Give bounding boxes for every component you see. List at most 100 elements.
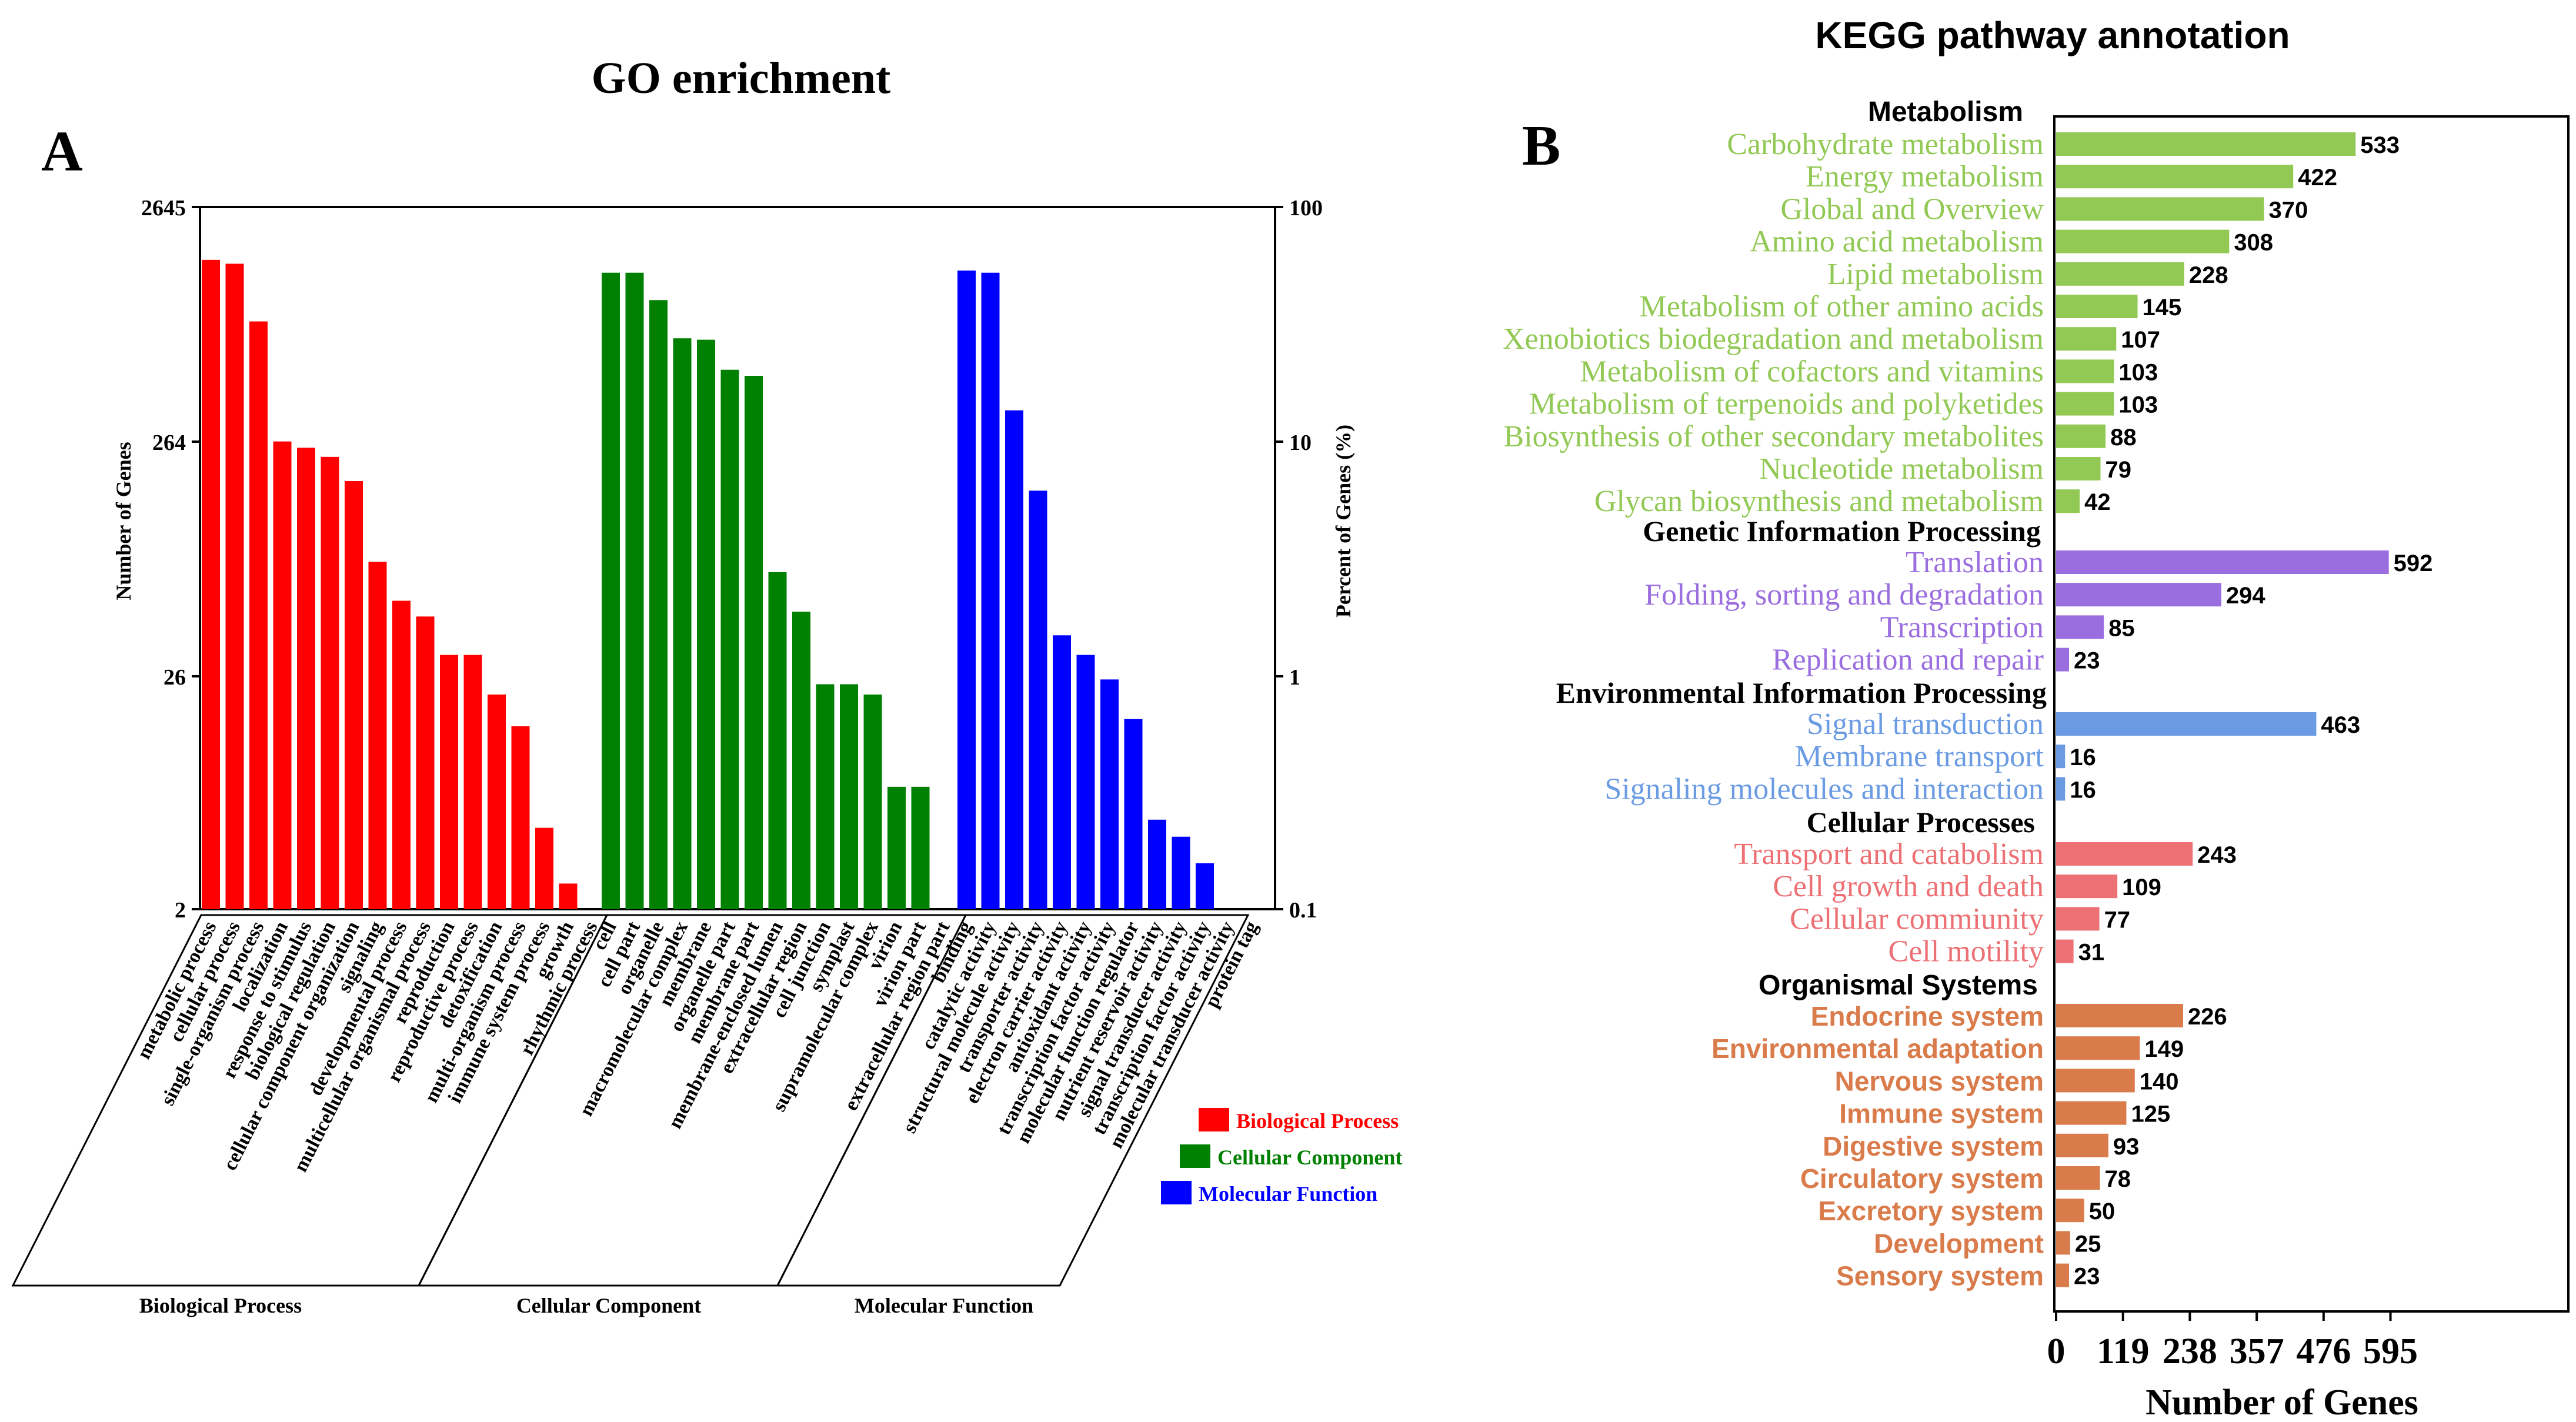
kegg-category-label: Translation (1906, 546, 2044, 579)
kegg-bars: Metabolism 533 Carbohydrate metabolism 422 E… (1503, 96, 2432, 1291)
kegg-category-label: Excretory system (1818, 1196, 2044, 1226)
kegg-x-tick-label: 595 (2363, 1331, 2418, 1371)
kegg-bar-excretory-system (2056, 1199, 2084, 1223)
go-bar-cellular-component-organization (345, 481, 363, 909)
kegg-value-label: 93 (2113, 1134, 2140, 1160)
kegg-value-label: 85 (2108, 615, 2135, 641)
kegg-bar-translation (2056, 550, 2389, 574)
kegg-category-label: Nucleotide metabolism (1759, 452, 2044, 486)
go-bar-reproduction (440, 655, 458, 909)
kegg-group-header-cellular-processes: Cellular Processes (1807, 806, 2035, 839)
legend-swatch-cellular-component (1180, 1144, 1210, 1168)
kegg-value-label: 140 (2140, 1069, 2179, 1094)
kegg-value-label: 226 (2188, 1004, 2227, 1030)
kegg-value-label: 109 (2122, 874, 2161, 900)
kegg-value-label: 308 (2234, 230, 2273, 256)
kegg-category-label: Digestive system (1823, 1131, 2044, 1161)
go-bar-supramolecular-complex (863, 694, 882, 909)
go-bar-molecular-function-regulator (1124, 719, 1143, 909)
kegg-value-label: 103 (2118, 392, 2158, 418)
kegg-x-tick-label: 119 (2097, 1331, 2150, 1371)
kegg-value-label: 25 (2075, 1231, 2101, 1257)
kegg-bar-metabolism-of-cofactors-and-vitamins (2056, 359, 2114, 383)
kegg-bar-sensory-system (2056, 1263, 2069, 1287)
kegg-value-label: 149 (2144, 1036, 2184, 1062)
panel-a-letter: A (41, 120, 83, 183)
kegg-category-label: Amino acid metabolism (1750, 225, 2044, 259)
kegg-bar-biosynthesis-of-other-secondary-metabolites (2056, 424, 2106, 448)
go-bar-cellular-process (225, 263, 244, 910)
go-enrichment-panel: A GO enrichment Number of Genes Percent … (11, 54, 1402, 1317)
go-bar-multi-organism-process (511, 726, 530, 909)
kegg-category-label: Metabolism of cofactors and vitamins (1580, 355, 2044, 388)
kegg-x-tick-label: 476 (2296, 1331, 2351, 1371)
kegg-bar-development (2056, 1231, 2070, 1255)
kegg-category-label: Membrane transport (1795, 740, 2044, 773)
kegg-category-label: Folding, sorting and degradation (1644, 578, 2044, 612)
kegg-bar-nervous-system (2056, 1069, 2135, 1093)
go-bar-cell (602, 272, 620, 910)
kegg-group-header-organismal-systems: Organismal Systems (1759, 970, 2038, 1001)
kegg-value-label: 23 (2074, 1264, 2100, 1290)
go-right-axis: 100 10 1 0.1 (1275, 196, 1323, 923)
kegg-bar-xenobiotics-biodegradation-and-metabolism (2056, 327, 2117, 351)
go-category-boxes (11, 914, 1250, 1287)
go-bar-organelle (649, 300, 668, 910)
kegg-bar-metabolism-of-other-amino-acids (2056, 295, 2138, 318)
kegg-value-label: 31 (2078, 940, 2105, 966)
kegg-value-label: 228 (2189, 262, 2228, 288)
kegg-bar-environmental-adaptation (2056, 1036, 2140, 1060)
kegg-category-label: Circulatory system (1800, 1163, 2044, 1194)
kegg-x-axis: 0 119 238 357 476 595 (2047, 1311, 2418, 1371)
kegg-category-label: Signal transduction (1807, 707, 2044, 741)
go-right-tick-label: 100 (1289, 196, 1323, 221)
kegg-bar-global-and-overview (2056, 197, 2264, 221)
go-bar-biological-regulation (321, 456, 339, 909)
kegg-bar-replication-and-repair (2056, 647, 2069, 672)
go-left-tick-label: 26 (163, 665, 186, 690)
kegg-category-label: Glycan biosynthesis and metabolism (1594, 485, 2044, 518)
go-bar-nutrient-reservoir-activity (1148, 819, 1166, 909)
kegg-x-tick-label: 0 (2047, 1331, 2066, 1371)
go-bar-macromolecular-complex (673, 338, 692, 909)
kegg-bar-cell-growth-and-death (2056, 874, 2118, 899)
go-bar-catalytic-activity (981, 272, 1000, 910)
go-bar-reproductive-process (463, 655, 482, 909)
legend-label-biological-process: Biological Process (1236, 1109, 1399, 1133)
go-bar-organelle-part (720, 369, 739, 909)
kegg-value-label: 78 (2105, 1166, 2131, 1192)
kegg-category-label: Signaling molecules and interaction (1604, 772, 2044, 806)
kegg-category-label: Carbohydrate metabolism (1727, 128, 2044, 161)
go-bar-signal-transducer-activity (1172, 836, 1190, 909)
kegg-bar-endocrine-system (2056, 1004, 2183, 1027)
go-bar-single-organism-process (249, 321, 268, 909)
kegg-bar-carbohydrate-metabolism (2056, 132, 2356, 156)
go-bar-response-to-stimulus (297, 448, 315, 909)
go-bar-electron-carrier-activity (1053, 635, 1071, 909)
go-bar-structural-molecule-activity (1005, 410, 1023, 909)
go-bar-developmental-process (392, 600, 411, 909)
go-bar-virion-part (911, 786, 930, 909)
kegg-value-label: 370 (2269, 197, 2308, 223)
go-bar-signaling (368, 562, 387, 909)
go-bar-transporter-activity (1029, 490, 1047, 909)
category-label-molecular-function: Molecular Function (855, 1294, 1033, 1317)
kegg-x-axis-label: Number of Genes (2145, 1383, 2418, 1422)
kegg-category-label: Cellular commiunity (1790, 902, 2044, 936)
go-bar-cell-junction (816, 684, 835, 909)
kegg-bar-folding-sorting-and-degradation (2056, 583, 2221, 607)
kegg-bar-glycan-biosynthesis-and-metabolism (2056, 489, 2080, 513)
kegg-value-label: 50 (2089, 1199, 2115, 1224)
kegg-panel: B KEGG pathway annotation Metabolism 533 C… (1503, 14, 2570, 1422)
kegg-value-label: 125 (2131, 1101, 2170, 1127)
kegg-bar-signaling-molecules-and-interaction (2056, 777, 2066, 801)
kegg-value-label: 145 (2143, 295, 2182, 321)
kegg-category-label: Cell growth and death (1773, 870, 2044, 903)
kegg-category-label: Immune system (1839, 1099, 2044, 1129)
kegg-group-header-environmental-information-processing: Environmental Information Processing (1556, 676, 2047, 709)
kegg-value-label: 42 (2084, 489, 2111, 515)
kegg-value-label: 592 (2394, 550, 2433, 576)
go-right-tick-label: 0.1 (1289, 898, 1317, 923)
go-legend: Biological Process Cellular Component Mo… (1161, 1108, 1402, 1206)
go-bar-growth (559, 883, 578, 909)
